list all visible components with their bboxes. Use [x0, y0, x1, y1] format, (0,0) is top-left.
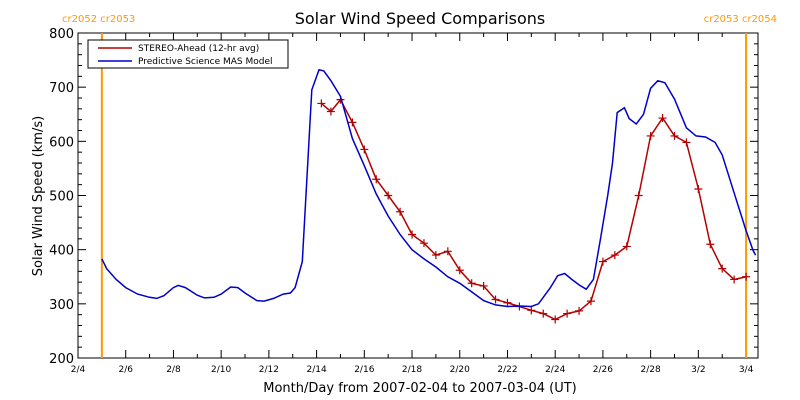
- data-point-stereo: [634, 191, 643, 200]
- data-point-stereo: [479, 281, 488, 290]
- data-point-stereo: [396, 207, 405, 216]
- y-axis-label: Solar Wind Speed (km/s): [31, 116, 46, 276]
- data-point-stereo: [372, 175, 381, 184]
- x-tick-label: 3/2: [691, 365, 705, 375]
- data-point-stereo: [610, 251, 619, 260]
- x-tick-label: 2/12: [259, 365, 279, 375]
- data-point-stereo: [551, 315, 560, 324]
- data-point-stereo: [706, 240, 715, 249]
- series-line-mas: [101, 68, 757, 308]
- data-point-stereo: [622, 242, 631, 251]
- data-point-stereo: [419, 239, 428, 248]
- data-point-stereo: [443, 247, 452, 256]
- x-tick-label: 2/6: [118, 365, 133, 375]
- y-tick-label: 200: [49, 352, 74, 367]
- x-tick-label: 2/26: [593, 365, 613, 375]
- x-tick-label: 2/10: [211, 365, 231, 375]
- chart-title: Solar Wind Speed Comparisons: [295, 9, 546, 28]
- x-tick-label: 2/18: [402, 365, 422, 375]
- data-point-stereo: [575, 306, 584, 315]
- marker-label-left: cr2052 cr2053: [62, 14, 135, 25]
- data-point-stereo: [694, 185, 703, 193]
- x-tick-label: 2/16: [354, 365, 374, 375]
- data-point-stereo: [730, 275, 739, 284]
- legend-label-stereo: STEREO-Ahead (12-hr avg): [138, 44, 259, 54]
- data-point-stereo: [527, 306, 536, 315]
- data-point-stereo: [408, 230, 417, 239]
- x-tick-label: 2/28: [641, 365, 661, 375]
- data-point-stereo: [348, 118, 357, 127]
- x-tick-label: 2/8: [166, 365, 181, 375]
- marker-label-right: cr2053 cr2054: [704, 14, 777, 25]
- x-tick-label: 2/14: [306, 365, 326, 375]
- data-point-stereo: [682, 138, 691, 147]
- y-tick-label: 700: [49, 81, 74, 96]
- data-point-stereo: [718, 264, 727, 273]
- data-point-stereo: [503, 298, 512, 307]
- legend: STEREO-Ahead (12-hr avg) Predictive Scie…: [87, 39, 289, 69]
- x-tick-label: 3/4: [739, 365, 754, 375]
- data-point-stereo: [384, 191, 393, 200]
- x-tick-label: 2/4: [71, 365, 86, 375]
- y-tick-label: 500: [49, 190, 74, 205]
- data-point-stereo: [646, 131, 655, 140]
- x-tick-label: 2/20: [450, 365, 470, 375]
- y-tick-label: 600: [49, 135, 74, 150]
- data-point-stereo: [455, 266, 464, 275]
- data-point-stereo: [431, 251, 440, 260]
- data-point-stereo: [467, 279, 476, 288]
- data-point-stereo: [598, 257, 607, 266]
- legend-label-mas: Predictive Science MAS Model: [138, 57, 273, 67]
- plot-area: 200 300 400 500 600 700 800 2/4 2/6 2/8 2/10 2/12 2/…: [49, 27, 759, 375]
- data-point-stereo: [491, 295, 500, 304]
- legend-box: [87, 39, 289, 69]
- y-tick-label: 800: [49, 27, 74, 42]
- data-point-stereo: [563, 309, 572, 318]
- data-point-stereo: [670, 131, 679, 140]
- x-tick-label: 2/22: [497, 365, 517, 375]
- y-tick-label: 400: [49, 244, 74, 259]
- data-point-stereo: [326, 107, 335, 116]
- data-point-stereo: [658, 114, 667, 123]
- data-point-stereo: [586, 297, 595, 306]
- data-point-stereo: [360, 145, 369, 154]
- data-point-stereo: [317, 99, 326, 108]
- data-point-stereo: [742, 272, 751, 281]
- y-tick-label: 300: [49, 298, 74, 313]
- data-point-stereo: [539, 309, 548, 318]
- x-tick-label: 2/24: [545, 365, 565, 375]
- x-axis-label: Month/Day from 2007-02-04 to 2007-03-04 …: [263, 381, 576, 396]
